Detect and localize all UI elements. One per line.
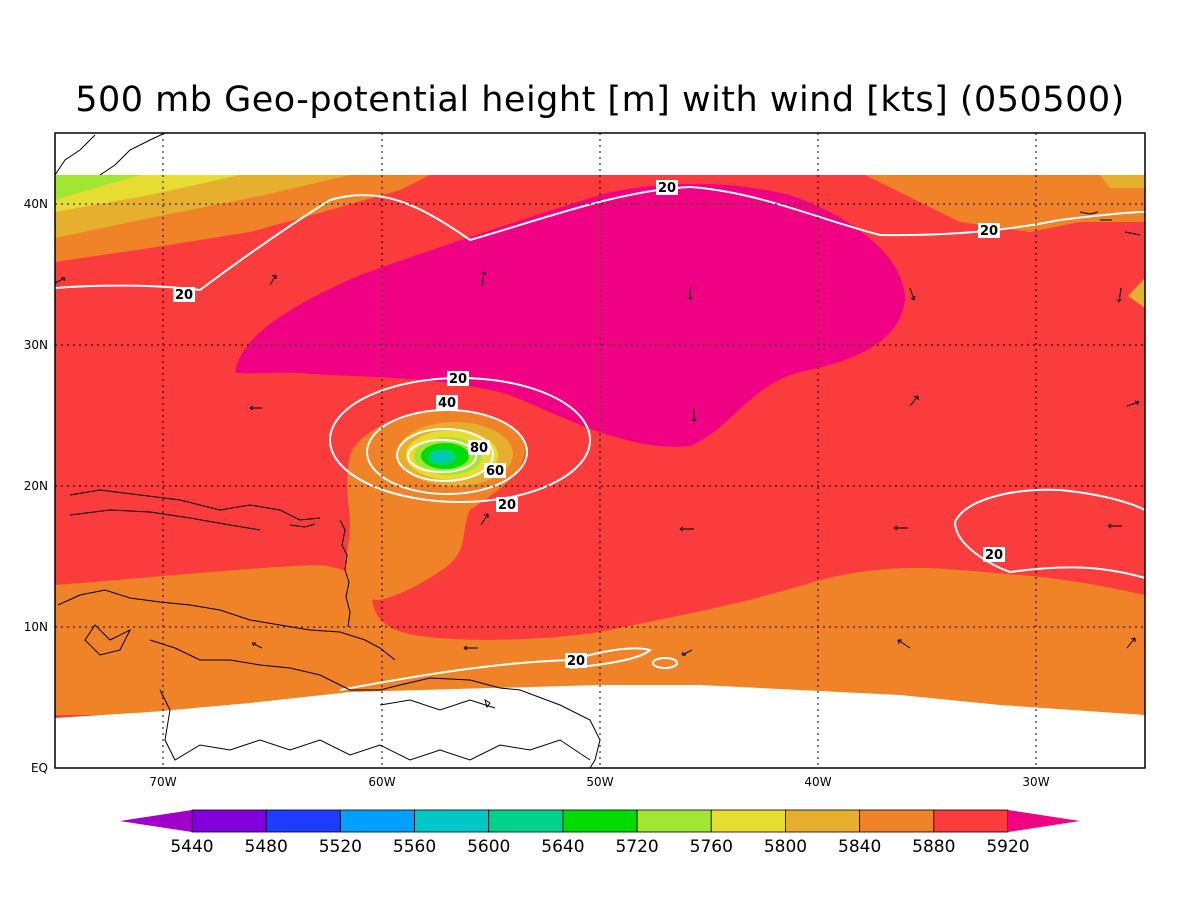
height-field-5800-5840-e [1128, 278, 1145, 308]
graticule [55, 133, 1145, 768]
contour-label: 20 [978, 223, 1000, 239]
map-title: 500 mb Geo-potential height [m] with win… [75, 80, 1125, 120]
lat-tick-label: EQ [31, 761, 48, 775]
colorbar-arrow-low [120, 810, 192, 832]
colorbar-level-label: 5880 [912, 837, 955, 857]
contour-label: 40 [436, 395, 458, 411]
colorbar-swatch [933, 809, 1009, 833]
colorbar-swatch [339, 809, 415, 833]
colorbar-swatch [191, 809, 267, 833]
svg-text:20: 20 [658, 181, 676, 196]
colorbar-level-label: 5520 [319, 837, 362, 857]
svg-text:20: 20 [980, 224, 998, 239]
svg-text:20: 20 [449, 372, 467, 387]
svg-text:20: 20 [567, 654, 585, 669]
colorbar-level-label: 5640 [541, 837, 584, 857]
lon-tick-label: 50W [586, 775, 613, 789]
lon-tick-label: 40W [804, 775, 831, 789]
height-field-max [235, 183, 905, 447]
contour-label: 20 [173, 287, 195, 303]
svg-text:20: 20 [175, 288, 193, 303]
contour-label: 20 [656, 180, 678, 196]
lat-tick-label: 10N [24, 620, 48, 634]
colorbar-swatch [636, 809, 712, 833]
wind-vectors [55, 271, 1140, 656]
svg-text:80: 80 [470, 441, 488, 456]
hurricane-eye [433, 453, 447, 461]
contour-label: 20 [447, 371, 469, 387]
colorbar-arrow-high [1008, 810, 1080, 832]
lat-axis: EQ 10N 20N 30N 40N [24, 197, 48, 775]
colorbar-level-label: 5840 [838, 837, 881, 857]
colorbar-level-label: 5560 [393, 837, 436, 857]
height-field-5720-5760-nw [55, 175, 140, 200]
contour-label: 60 [484, 463, 506, 479]
nodata-bottom [55, 685, 1145, 768]
colorbar-level-label: 5720 [615, 837, 658, 857]
colorbar-swatch [859, 809, 935, 833]
lon-axis: 70W 60W 50W 40W 30W [149, 775, 1049, 789]
colorbar-level-label: 5480 [245, 837, 288, 857]
contour-label: 20 [983, 547, 1005, 563]
colorbar-swatch [785, 809, 861, 833]
map-plot-area [55, 133, 1145, 768]
colorbar-level-label: 5920 [986, 837, 1029, 857]
height-field-5840-5880-s [55, 565, 1145, 715]
colorbar-swatch [488, 809, 564, 833]
lat-tick-label: 40N [24, 197, 48, 211]
height-field-5800-5840-ne [1100, 175, 1145, 188]
lat-tick-label: 30N [24, 338, 48, 352]
lon-tick-label: 70W [149, 775, 176, 789]
svg-text:60: 60 [486, 464, 504, 479]
colorbar-level-label: 5800 [764, 837, 807, 857]
colorbar: 5440 5480 5520 5560 5600 5640 5720 5760 5800 5840… [120, 809, 1080, 857]
lon-tick-label: 60W [368, 775, 395, 789]
colorbar-swatch [265, 809, 341, 833]
lon-tick-label: 30W [1022, 775, 1049, 789]
contour-label: 80 [468, 440, 490, 456]
lat-tick-label: 20N [24, 479, 48, 493]
contour-labels: 20 20 20 20 40 80 60 20 20 20 [173, 180, 1005, 669]
colorbar-swatch [562, 809, 638, 833]
coastlines [55, 133, 1141, 768]
colorbar-level-label: 5760 [690, 837, 733, 857]
colorbar-swatch [710, 809, 786, 833]
contour-label: 20 [565, 653, 587, 669]
plot-frame [54, 132, 1146, 769]
contour-label: 20 [496, 497, 518, 513]
colorbar-level-label: 5600 [467, 837, 510, 857]
colorbar-swatch [414, 809, 490, 833]
svg-text:20: 20 [498, 498, 516, 513]
colorbar-level-label: 5440 [170, 837, 213, 857]
svg-text:20: 20 [985, 548, 1003, 563]
svg-text:40: 40 [438, 396, 456, 411]
